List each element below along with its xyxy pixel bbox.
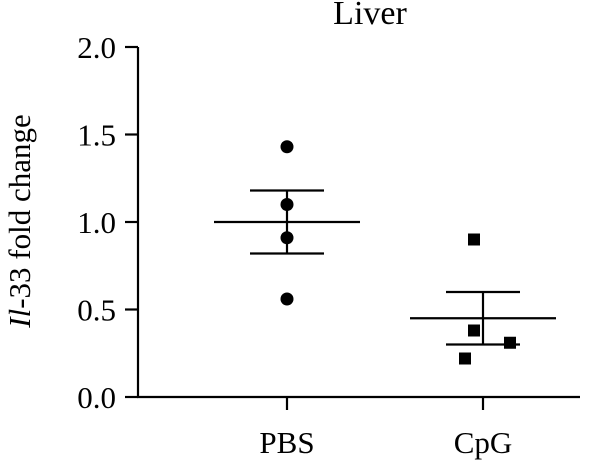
axes: 0.0 0.5 1.0 1.5 2.0 PBS CpG	[77, 30, 580, 460]
y-tick-label: 1.5	[77, 118, 116, 153]
y-tick-label: 0.0	[77, 380, 116, 415]
data-point	[504, 336, 516, 349]
marks	[214, 140, 556, 365]
x-tick-label: CpG	[454, 425, 513, 460]
group-cpg	[410, 233, 556, 365]
y-tick-label: 0.5	[77, 293, 116, 328]
chart-title: Liver	[333, 0, 407, 32]
group-pbs	[214, 140, 360, 306]
y-axis-label-italic: Il	[2, 309, 37, 329]
x-tick-label: PBS	[259, 425, 314, 460]
y-tick-label: 2.0	[77, 30, 116, 65]
data-point	[280, 140, 294, 154]
y-axis-label-rest: -33 fold change	[2, 114, 37, 309]
data-point	[280, 231, 294, 245]
data-point	[468, 233, 480, 246]
data-point	[280, 292, 294, 306]
data-point	[468, 324, 480, 337]
y-tick-label: 1.0	[77, 205, 116, 240]
data-point	[459, 352, 471, 365]
data-point	[280, 198, 294, 211]
y-axis-label: Il-33 fold change	[2, 114, 37, 328]
